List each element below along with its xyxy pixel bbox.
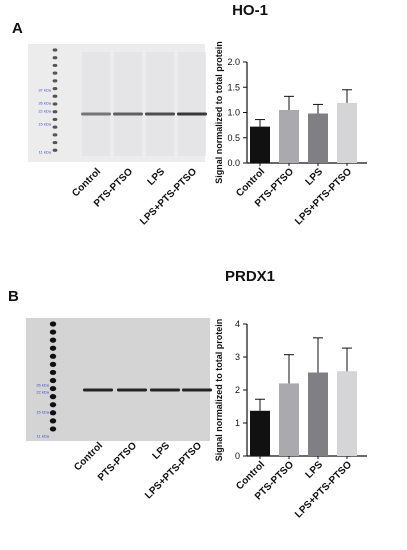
y-axis-label: Signal normalized to total protein: [214, 319, 224, 462]
blot-image: [26, 318, 210, 441]
y-tick-label: 3: [235, 352, 240, 362]
ladder-band: [52, 140, 58, 145]
ladder-band: [52, 94, 58, 98]
ladder-band: [52, 48, 58, 52]
marker-label: 22 kDa: [36, 390, 49, 395]
blot-lane-smear: [82, 52, 110, 156]
protein-band: [177, 112, 207, 116]
blot-lane-label: Control: [72, 440, 105, 473]
y-tick-label: 0.0: [227, 158, 240, 168]
ladder-band: [49, 394, 57, 400]
blot-lane-label: LPS: [146, 166, 168, 188]
bar: [337, 371, 357, 456]
ladder-band: [49, 377, 57, 384]
ladder-band: [52, 125, 58, 129]
ladder-band: [49, 369, 57, 376]
ladder-band: [49, 321, 57, 327]
ladder-band: [52, 110, 58, 114]
ladder-band: [49, 385, 57, 392]
protein-band: [83, 388, 113, 392]
panel-a-letter: A: [12, 20, 23, 37]
blot-lane-label: LPS+PTS-PTSO: [143, 440, 204, 501]
protein-band: [150, 388, 180, 392]
ladder-band: [52, 71, 58, 75]
marker-label: 22 kDa: [38, 109, 51, 114]
y-tick-label: 1.0: [227, 108, 240, 118]
y-tick-label: 2: [235, 385, 240, 395]
ladder-band: [52, 56, 58, 60]
y-tick-label: 1: [235, 418, 240, 428]
bar: [250, 410, 270, 456]
bar: [308, 113, 328, 163]
marker-label: 11 kDa: [39, 150, 52, 155]
ladder-band: [49, 345, 57, 351]
x-tick-label: LPS: [304, 166, 326, 188]
blot-lane-label: LPS: [151, 440, 173, 462]
ladder-band: [52, 148, 58, 152]
marker-label: 15 kDa: [38, 122, 51, 127]
marker-label: 11 kDa: [37, 434, 50, 439]
bar: [279, 383, 299, 456]
ladder-band: [49, 418, 57, 424]
y-tick-label: 1.5: [227, 82, 240, 92]
protein-band: [113, 112, 143, 116]
ladder-band: [52, 117, 58, 122]
ladder-band: [52, 86, 58, 91]
protein-band: [81, 112, 111, 116]
blot-lane-smear: [178, 52, 206, 156]
ladder-band: [52, 102, 58, 106]
blot-lane-label: LPS+PTS-PTSO: [138, 166, 199, 227]
bar: [337, 102, 357, 163]
y-tick-label: 0: [235, 451, 240, 461]
y-tick-label: 0.5: [227, 133, 240, 143]
protein-band: [117, 388, 147, 392]
panel-b-title: PRDX1: [224, 268, 276, 285]
bar: [279, 109, 299, 163]
ladder-band: [49, 410, 57, 416]
ladder-band: [52, 133, 58, 137]
bar: [308, 372, 328, 456]
marker-label: 37 kDa: [38, 88, 51, 93]
blot-lane-smear: [114, 52, 142, 156]
panel-b-letter: B: [8, 288, 19, 305]
blot-lane-smear: [146, 52, 174, 156]
marker-label: 26 kDa: [38, 101, 51, 106]
ladder-band: [49, 353, 57, 359]
ladder-band: [49, 337, 57, 343]
ladder-band: [49, 426, 57, 432]
marker-label: 26 kDa: [36, 383, 49, 388]
y-axis-label: Signal normalized to total protein: [214, 41, 224, 184]
y-tick-label: 2.0: [227, 57, 240, 67]
ladder-band: [49, 402, 57, 408]
ladder-band: [49, 361, 57, 367]
ladder-band: [52, 63, 58, 68]
marker-label: 15 kDa: [36, 410, 49, 415]
panel-a-title: HO-1: [232, 2, 268, 19]
y-tick-label: 4: [235, 319, 240, 329]
ladder-band: [52, 79, 58, 83]
x-tick-label: LPS: [304, 459, 326, 481]
ladder-band: [49, 329, 57, 335]
protein-band: [145, 112, 175, 116]
bar: [250, 126, 270, 163]
protein-band: [182, 388, 212, 392]
